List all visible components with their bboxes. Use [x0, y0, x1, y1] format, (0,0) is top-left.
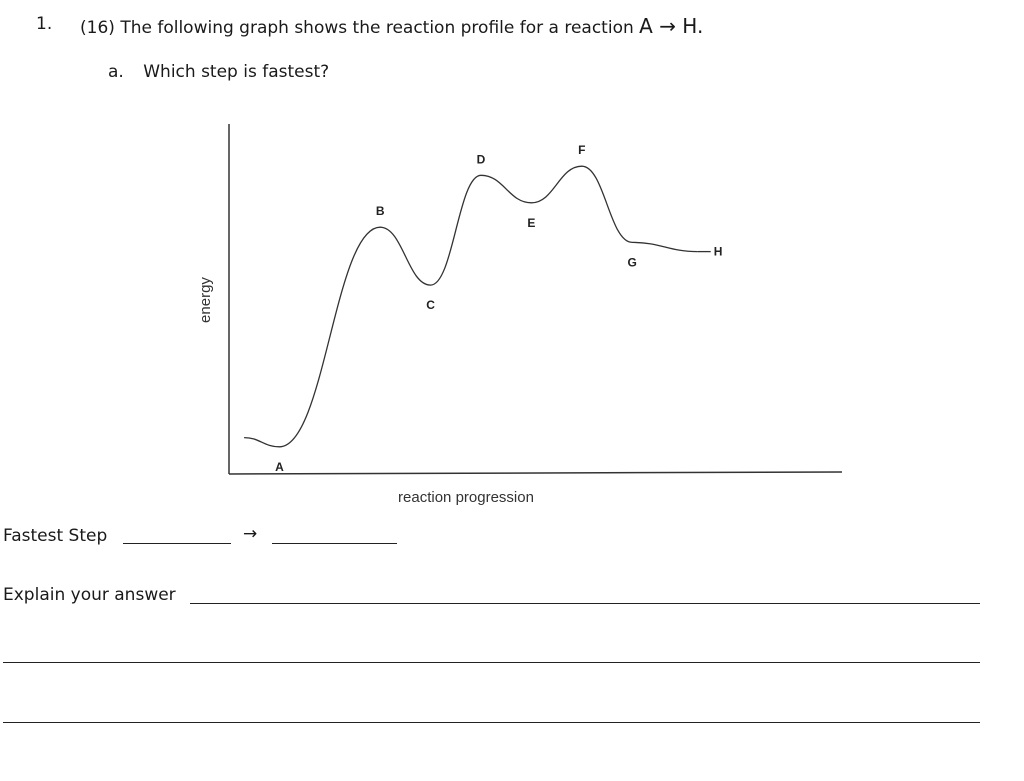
explain-blank-2[interactable] [3, 662, 980, 663]
question-reaction: A → H. [639, 14, 704, 38]
question-number: 1. [36, 14, 53, 34]
sub-question-text: Which step is fastest? [143, 62, 330, 82]
arrow-icon: → [243, 524, 258, 544]
point-label-a: A [275, 460, 284, 474]
sub-question-letter: a. [108, 62, 124, 82]
point-label-b: B [376, 204, 385, 218]
point-label-f: F [578, 143, 585, 157]
fastest-step-label: Fastest Step [3, 526, 108, 546]
point-label-e: E [527, 216, 535, 230]
point-label-h: H [714, 245, 723, 259]
x-axis-label: reaction progression [398, 489, 534, 506]
energy-curve [244, 165, 698, 448]
point-label-g: G [628, 255, 637, 269]
explain-blank-1[interactable] [190, 603, 980, 604]
question-points: (16) [80, 18, 115, 38]
question-body: The following graph shows the reaction p… [120, 18, 634, 38]
explain-label: Explain your answer [3, 585, 176, 605]
y-axis-label: energy [197, 277, 214, 323]
point-labels: A B C D E F G H [275, 143, 722, 474]
x-axis [228, 471, 843, 475]
point-label-d: D [477, 152, 486, 166]
sub-question: a. Which step is fastest? [108, 62, 329, 82]
point-label-c: C [426, 298, 435, 312]
question-text: (16) The following graph shows the react… [80, 14, 703, 38]
fastest-step-blank-2[interactable] [272, 543, 397, 544]
explain-blank-3[interactable] [3, 722, 980, 723]
fastest-step-blank-1[interactable] [123, 543, 231, 544]
